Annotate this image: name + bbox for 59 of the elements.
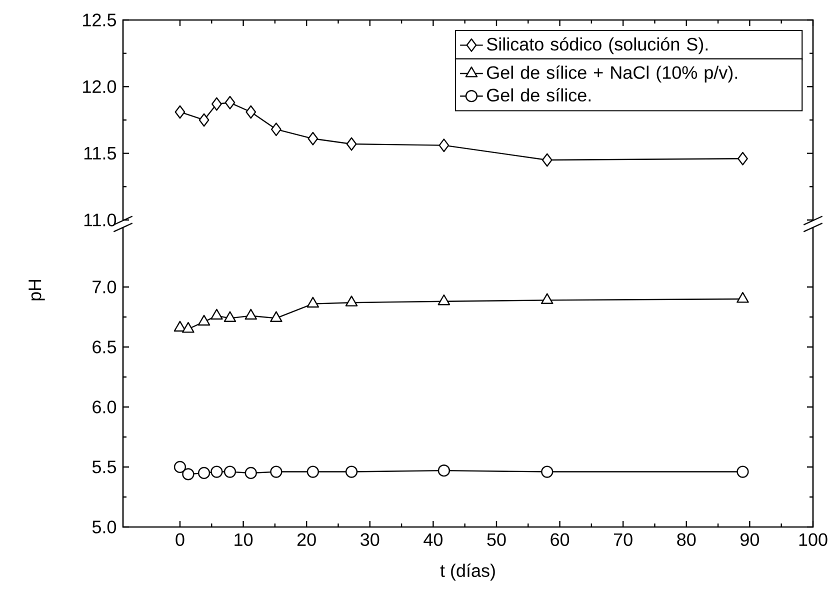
point xyxy=(306,296,320,308)
point xyxy=(182,468,194,480)
point xyxy=(224,96,236,110)
x-tick-label: 0 xyxy=(176,533,184,546)
point xyxy=(542,153,552,167)
point xyxy=(244,308,258,320)
point xyxy=(246,105,256,119)
x-axis-title: t (días) xyxy=(440,564,495,581)
y-tick-label: 12.5 xyxy=(83,14,116,26)
y-tick-label: 5.0 xyxy=(92,520,116,534)
x-tick-label: 10 xyxy=(234,533,253,546)
x-tick-label: 80 xyxy=(677,533,696,546)
y-tick-label: 11.5 xyxy=(84,147,116,160)
point xyxy=(224,466,236,478)
point xyxy=(224,311,236,322)
x-tick-label: 20 xyxy=(297,533,316,546)
x-tick-label: 60 xyxy=(550,533,570,546)
x-tick-label: 90 xyxy=(740,533,759,546)
point xyxy=(271,122,282,136)
x-tick-label: 40 xyxy=(424,533,442,546)
y-tick-label: 11.0 xyxy=(84,214,116,226)
y-tick-label: 6.0 xyxy=(92,400,116,414)
y-tick-label: 6.5 xyxy=(92,340,116,354)
point xyxy=(736,292,749,303)
x-tick-label: 70 xyxy=(614,533,632,546)
point xyxy=(541,466,554,478)
point xyxy=(438,138,450,152)
point xyxy=(174,460,186,474)
point xyxy=(540,293,554,304)
y-axis-title: pH xyxy=(28,280,45,300)
point xyxy=(438,294,450,306)
y-tick-label: 7.0 xyxy=(92,280,116,294)
y-tick-label: 12.0 xyxy=(83,80,116,94)
point xyxy=(306,466,319,478)
point xyxy=(198,314,210,326)
x-tick-label: 30 xyxy=(360,533,380,546)
point xyxy=(736,466,749,478)
x-tick-label: 50 xyxy=(487,533,506,546)
point xyxy=(438,464,450,477)
legend-label: Silicato sódico (solución S). xyxy=(486,37,708,54)
point xyxy=(308,132,318,146)
point xyxy=(210,466,223,478)
y-tick-label: 5.5 xyxy=(92,460,116,474)
point xyxy=(244,466,257,480)
point xyxy=(210,308,223,320)
point xyxy=(182,322,194,333)
point xyxy=(738,152,748,166)
point xyxy=(198,113,210,127)
x-tick-label: 100 xyxy=(799,533,828,546)
point xyxy=(346,137,357,151)
legend-label: Gel de sílice + NaCl (10% p/v). xyxy=(487,66,738,82)
point xyxy=(174,105,186,119)
point xyxy=(345,466,358,478)
point xyxy=(211,97,222,111)
point xyxy=(345,296,358,306)
point xyxy=(270,466,282,478)
point xyxy=(198,466,210,480)
legend-label: Gel de sílice. xyxy=(487,88,590,102)
point xyxy=(270,311,282,322)
